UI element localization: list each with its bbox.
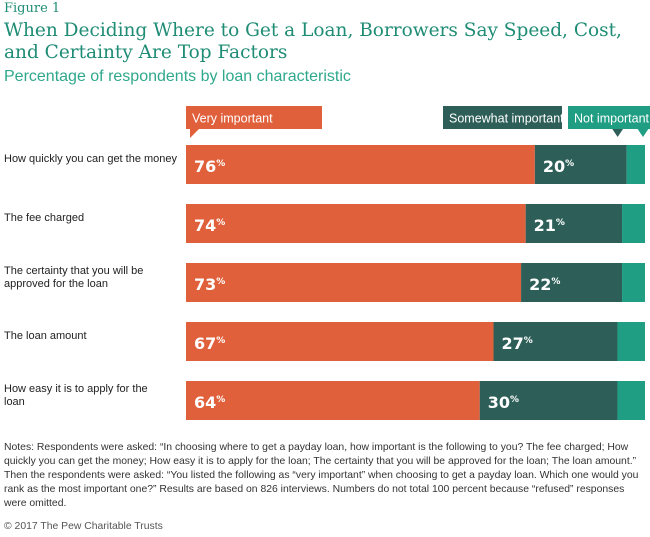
bar-segment [626, 145, 645, 184]
notes: Notes: Respondents were asked: “In choos… [4, 442, 639, 509]
data-label: 74% [194, 216, 225, 235]
bar-segment [186, 322, 494, 361]
bar-segment [617, 381, 645, 420]
data-label: 64% [194, 393, 225, 412]
legend-label-0: Very important [192, 112, 273, 126]
data-label: 30% [488, 393, 519, 412]
legend-box-0 [186, 106, 322, 129]
data-label: 73% [194, 275, 225, 294]
figure-label: Figure 1 [4, 1, 61, 16]
category-label: The certainty that you will be [4, 265, 143, 277]
legend-pointer-0 [190, 128, 200, 138]
data-label: 76% [194, 157, 225, 176]
data-label: 21% [534, 216, 565, 235]
bar-segment [493, 322, 618, 361]
data-label: 67% [194, 334, 225, 353]
copyright: © 2017 The Pew Charitable Trusts [4, 521, 163, 532]
data-label: 27% [502, 334, 533, 353]
bar-segment [534, 145, 627, 184]
legend-box-1 [443, 106, 562, 129]
bar-segment [186, 204, 526, 243]
stacked-bar-chart: Very important Somewhat important Not impo… [4, 106, 650, 420]
category-label: How easy it is to apply for the [4, 383, 148, 395]
legend-box-2 [568, 106, 650, 129]
bar-segment [479, 381, 618, 420]
category-label: How quickly you can get the money [4, 153, 178, 165]
bar-segment [521, 263, 623, 302]
legend-label-1: Somewhat important [449, 112, 564, 126]
category-label: loan [4, 396, 25, 408]
category-label: The fee charged [4, 212, 84, 224]
category-label: approved for the loan [4, 278, 108, 290]
legend-pointer-2 [637, 128, 649, 137]
bar-segment [617, 322, 645, 361]
bar-segment [622, 263, 645, 302]
category-label: The loan amount [4, 330, 87, 342]
bar-segment [186, 381, 480, 420]
data-label: 20% [543, 157, 574, 176]
chart-subtitle: Percentage of respondents by loan charac… [4, 68, 351, 85]
bar-segment [525, 204, 623, 243]
bar-segment [186, 263, 522, 302]
bar-segment [622, 204, 645, 243]
chart-title: When Deciding Where to Get a Loan, Borro… [4, 20, 622, 63]
legend-pointer-1 [611, 128, 624, 137]
legend-label-2: Not important [574, 112, 650, 126]
data-label: 22% [529, 275, 560, 294]
bar-segment [186, 145, 535, 184]
